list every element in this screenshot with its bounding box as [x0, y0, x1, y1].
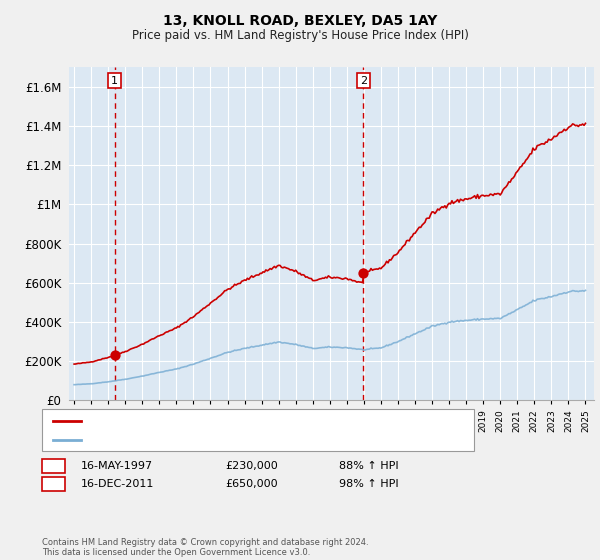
- Text: 88% ↑ HPI: 88% ↑ HPI: [339, 461, 398, 471]
- Text: £230,000: £230,000: [225, 461, 278, 471]
- Text: 1: 1: [111, 76, 118, 86]
- Point: [358, 269, 368, 278]
- Text: Price paid vs. HM Land Registry's House Price Index (HPI): Price paid vs. HM Land Registry's House …: [131, 29, 469, 42]
- Text: £650,000: £650,000: [225, 479, 278, 489]
- Text: 2: 2: [50, 479, 57, 489]
- Text: 13, KNOLL ROAD, BEXLEY, DA5 1AY: 13, KNOLL ROAD, BEXLEY, DA5 1AY: [163, 14, 437, 28]
- Text: 1: 1: [50, 461, 57, 471]
- Point: [110, 351, 119, 360]
- Text: 16-DEC-2011: 16-DEC-2011: [81, 479, 154, 489]
- Text: 16-MAY-1997: 16-MAY-1997: [81, 461, 153, 471]
- Text: 13, KNOLL ROAD, BEXLEY, DA5 1AY (detached house): 13, KNOLL ROAD, BEXLEY, DA5 1AY (detache…: [87, 417, 366, 426]
- Text: 98% ↑ HPI: 98% ↑ HPI: [339, 479, 398, 489]
- Text: Contains HM Land Registry data © Crown copyright and database right 2024.
This d: Contains HM Land Registry data © Crown c…: [42, 538, 368, 557]
- Text: 2: 2: [359, 76, 367, 86]
- Text: HPI: Average price, detached house, Bexley: HPI: Average price, detached house, Bexl…: [87, 435, 315, 445]
